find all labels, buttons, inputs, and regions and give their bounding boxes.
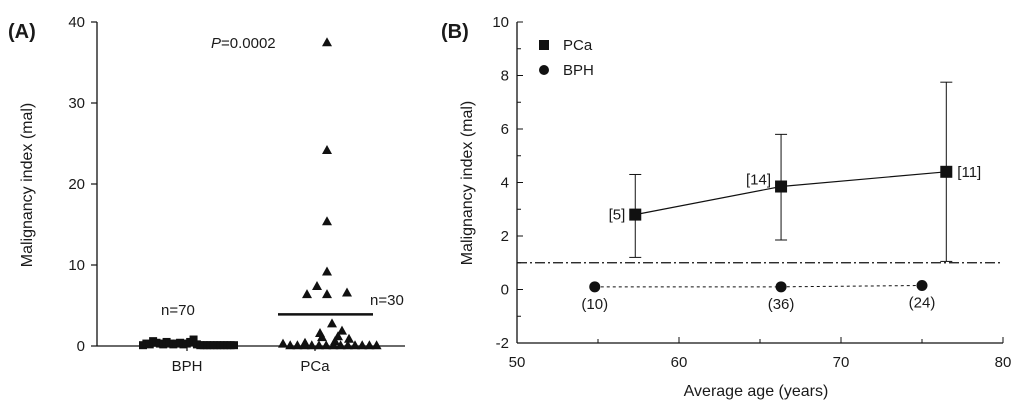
bph-point: [189, 335, 198, 344]
legend-pca-marker: [539, 40, 549, 50]
pca-point: [344, 333, 354, 343]
pca-point-label: [5]: [609, 207, 626, 224]
x-tick-label: 70: [833, 354, 850, 371]
y-tick-label: 20: [68, 176, 85, 193]
x-tick-label: PCa: [300, 358, 330, 375]
legend-bph-marker: [539, 65, 549, 75]
legend-pca-label: PCa: [563, 37, 593, 54]
bph-point: [230, 341, 238, 350]
pca-point: [327, 318, 337, 328]
pca-point: [775, 180, 788, 193]
pca-point: [322, 266, 332, 276]
y-tick-label: 30: [68, 95, 85, 112]
panel-b-label: (B): [441, 21, 469, 43]
x-tick-label: BPH: [172, 358, 203, 375]
panel-a-y-axis-title: Malignancy index (mal): [19, 103, 36, 268]
pca-point: [322, 216, 332, 226]
pca-point: [322, 144, 332, 154]
pca-point: [342, 340, 353, 350]
pca-point: [940, 165, 953, 178]
panel-a-n-bph: n=70: [161, 302, 195, 319]
y-tick-label: 40: [68, 14, 85, 31]
pca-point: [278, 338, 288, 348]
p-value-symbol: P: [211, 35, 221, 52]
panel-a-plot: 0 10 20 30 40 BPH PCa: [68, 14, 405, 375]
pca-point: [371, 340, 382, 350]
y-tick-label: 6: [501, 121, 509, 138]
x-tick-label: 80: [995, 354, 1012, 371]
pca-point: [629, 208, 642, 221]
pca-point-label: [11]: [957, 164, 981, 181]
y-tick-label: 4: [501, 175, 509, 192]
pca-point: [317, 332, 327, 342]
pca-point: [335, 340, 346, 350]
y-tick-label: 2: [501, 228, 509, 245]
pca-point: [337, 325, 347, 335]
bph-point: [916, 279, 928, 291]
bph-point-label: (36): [768, 296, 795, 313]
legend-bph-label: BPH: [563, 62, 594, 79]
pca-point: [299, 340, 310, 350]
pca-point: [322, 289, 332, 299]
y-tick-label: 10: [68, 257, 85, 274]
panel-b-x-axis-title: Average age (years): [684, 383, 829, 400]
x-tick-label: 60: [671, 354, 688, 371]
pca-series-line: [635, 171, 947, 216]
pca-point: [342, 287, 352, 297]
pca-point: [364, 340, 375, 350]
y-tick-label: 0: [77, 338, 85, 355]
pca-point: [285, 340, 296, 350]
x-tick-label: 50: [509, 354, 526, 371]
y-tick-label: 10: [492, 14, 509, 31]
pca-point: [292, 340, 303, 350]
panel-a-p-value: P=0.0002: [211, 35, 276, 52]
pca-point: [314, 340, 324, 350]
p-value-number: =0.0002: [221, 35, 276, 52]
pca-point: [312, 281, 322, 291]
bph-point-label: (10): [581, 296, 608, 313]
pca-point: [357, 340, 368, 350]
pca-point: [350, 340, 360, 350]
panel-b-y-axis-title: Malignancy index (mal): [459, 101, 476, 266]
pca-point: [328, 340, 339, 350]
bph-point-label: (24): [909, 294, 936, 311]
pca-point-label: [14]: [746, 172, 771, 189]
y-tick-label: -2: [496, 335, 509, 352]
panel-b-plot: -2 0 2 4 6 8 10 50 60 70 80 [5] [14] [11] (10) (36) (24): [492, 14, 1011, 371]
pca-point: [322, 37, 332, 47]
bph-point: [589, 281, 601, 293]
pca-point: [302, 289, 312, 299]
panel-a-label: (A): [8, 21, 36, 43]
pca-point: [321, 340, 332, 350]
panel-a-n-pca: n=30: [370, 292, 404, 309]
bph-series-line: [594, 284, 923, 288]
y-tick-label: 0: [501, 282, 509, 299]
pca-point: [306, 340, 317, 350]
bph-point: [775, 281, 787, 293]
y-tick-label: 8: [501, 68, 509, 85]
